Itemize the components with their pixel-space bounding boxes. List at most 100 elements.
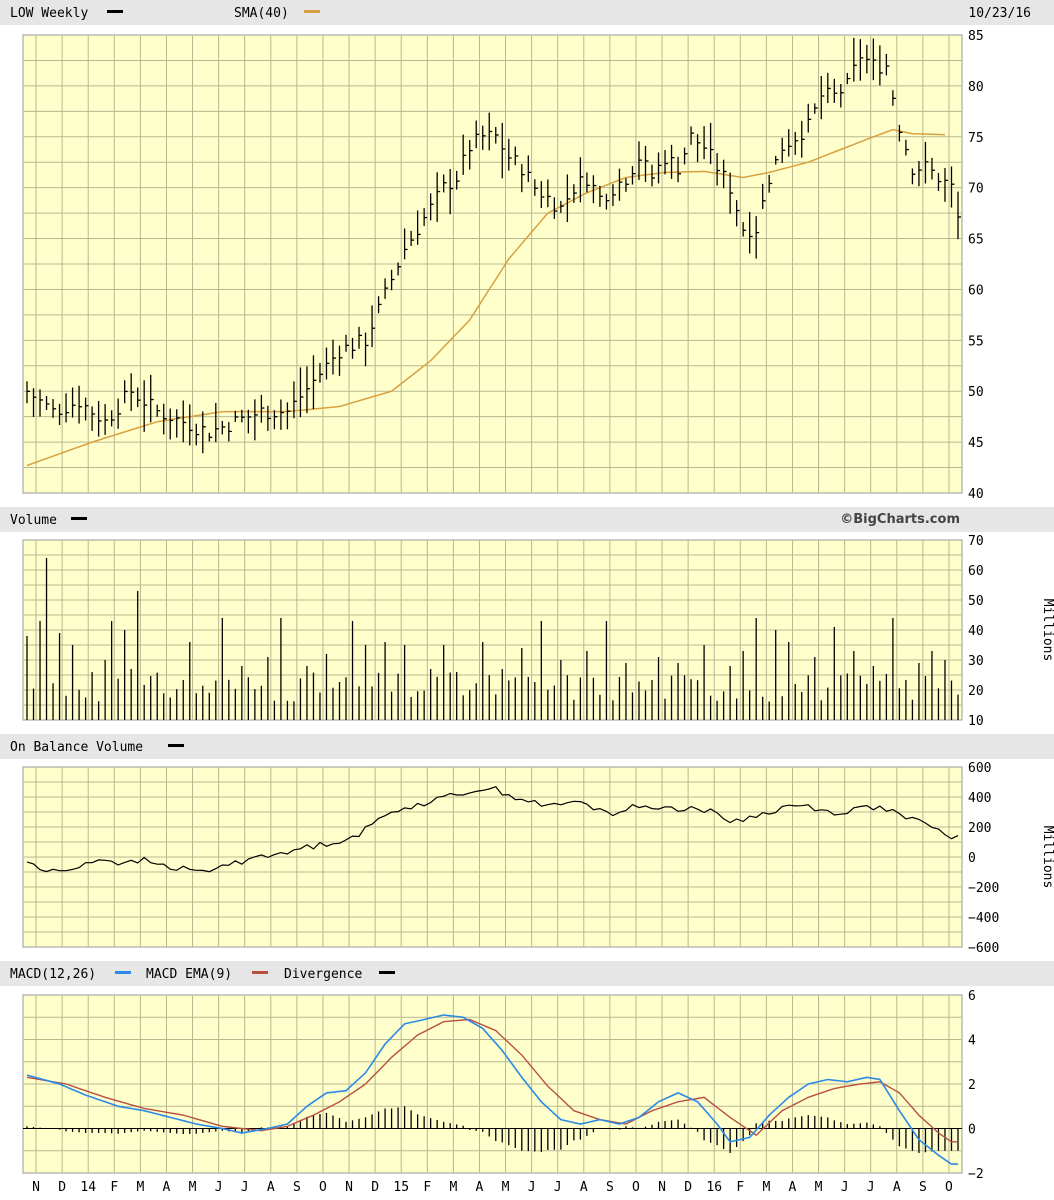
month-label: J <box>841 1180 849 1195</box>
y-tick-label: 60 <box>968 283 984 298</box>
month-label: O <box>319 1180 327 1195</box>
y-tick-label: −2 <box>968 1167 984 1182</box>
obv-unit-label: Millions <box>1040 826 1054 889</box>
price-legend-swatch <box>107 10 123 13</box>
obv-legend-swatch <box>168 744 184 747</box>
month-label: J <box>867 1180 875 1195</box>
month-label: 16 <box>706 1180 722 1195</box>
obv-title: On Balance Volume <box>10 740 143 755</box>
y-tick-label: 10 <box>968 714 984 729</box>
y-tick-label: 200 <box>968 821 991 836</box>
month-label: D <box>684 1180 692 1195</box>
month-label: J <box>528 1180 536 1195</box>
x-axis-month-labels: N D 14 F M A M J J A S O N D 15 F M A M J J A S O N D 16 F M A M J J A S O <box>32 1180 953 1195</box>
month-label: M <box>502 1180 510 1195</box>
y-tick-label: −600 <box>968 941 999 956</box>
month-label: M <box>815 1180 823 1195</box>
month-label: D <box>371 1180 379 1195</box>
y-tick-label: 40 <box>968 624 984 639</box>
month-label: F <box>736 1180 744 1195</box>
y-tick-label: 400 <box>968 791 991 806</box>
y-tick-label: 4 <box>968 1034 976 1049</box>
y-tick-label: 600 <box>968 761 991 776</box>
y-tick-label: −200 <box>968 881 999 896</box>
month-label: M <box>762 1180 770 1195</box>
macd-label: MACD(12,26) <box>10 967 96 982</box>
obv-grid <box>23 767 962 947</box>
volume-unit-label: Millions <box>1040 599 1054 662</box>
volume-grid <box>23 540 962 720</box>
month-label: F <box>110 1180 118 1195</box>
obv-y-axis: 600 400 200 0 −200 −400 −600 <box>968 761 999 956</box>
sma-label: SMA(40) <box>234 6 289 21</box>
y-tick-label: 70 <box>968 182 984 197</box>
y-tick-label: 60 <box>968 564 984 579</box>
chart-date: 10/23/16 <box>968 6 1031 21</box>
month-label: J <box>241 1180 249 1195</box>
obv-line <box>26 785 959 873</box>
macd-legend-swatch <box>115 971 131 974</box>
month-label: M <box>136 1180 144 1195</box>
y-tick-label: 80 <box>968 80 984 95</box>
y-tick-label: 55 <box>968 334 984 349</box>
month-label: S <box>293 1180 301 1195</box>
month-label: A <box>580 1180 588 1195</box>
month-label: A <box>267 1180 275 1195</box>
volume-y-axis: 70 60 50 40 30 20 10 <box>968 534 984 729</box>
volume-panel: Volume ©BigCharts.com 70 60 50 40 30 20 10 Mil… <box>0 507 1054 729</box>
macd-panel: MACD(12,26) MACD EMA(9) Divergence 6 4 2 0 −… <box>0 961 1054 1195</box>
month-label: S <box>919 1180 927 1195</box>
brand-label: ©BigCharts.com <box>840 512 960 527</box>
macd-ema-path <box>26 1018 958 1143</box>
y-tick-label: 2 <box>968 1078 976 1093</box>
month-label: N <box>32 1180 40 1195</box>
price-y-axis: 85 80 75 70 65 60 55 50 45 40 <box>968 29 984 502</box>
month-label: O <box>632 1180 640 1195</box>
month-label: D <box>58 1180 66 1195</box>
obv-header <box>0 734 1054 759</box>
month-label: S <box>606 1180 614 1195</box>
month-label: 14 <box>80 1180 96 1195</box>
y-tick-label: 6 <box>968 989 976 1004</box>
y-tick-label: 50 <box>968 385 984 400</box>
y-tick-label: 50 <box>968 594 984 609</box>
y-tick-label: 0 <box>968 1123 976 1138</box>
volume-title: Volume <box>10 513 57 528</box>
macd-header <box>0 961 1054 986</box>
volume-bars <box>26 558 959 720</box>
volume-header <box>0 507 1054 532</box>
y-tick-label: 30 <box>968 654 984 669</box>
month-label: J <box>215 1180 223 1195</box>
divergence-bars <box>26 1106 959 1153</box>
month-label: F <box>423 1180 431 1195</box>
month-label: J <box>554 1180 562 1195</box>
macd-ema-label: MACD EMA(9) <box>146 967 232 982</box>
month-label: N <box>658 1180 666 1195</box>
obv-panel: On Balance Volume 600 400 200 0 −200 −400 −600… <box>0 734 1054 956</box>
y-tick-label: 20 <box>968 684 984 699</box>
sma-legend-swatch <box>304 10 320 13</box>
macd-lines <box>26 1014 958 1165</box>
sma-path <box>26 128 946 467</box>
volume-legend-swatch <box>71 517 87 520</box>
y-tick-label: 65 <box>968 233 984 248</box>
price-header <box>0 0 1054 25</box>
macd-ema-legend-swatch <box>252 971 268 974</box>
month-label: A <box>476 1180 484 1195</box>
month-label: M <box>189 1180 197 1195</box>
sma-line <box>26 128 946 467</box>
price-title: LOW Weekly <box>10 6 88 21</box>
month-label: A <box>163 1180 171 1195</box>
month-label: 15 <box>393 1180 409 1195</box>
obv-path <box>26 785 959 873</box>
y-tick-label: 45 <box>968 436 984 451</box>
month-label: A <box>893 1180 901 1195</box>
price-bars <box>26 37 961 454</box>
price-panel: LOW Weekly SMA(40) 10/23/16 85 80 75 70 65 60… <box>0 0 1054 502</box>
month-label: N <box>345 1180 353 1195</box>
divergence-label: Divergence <box>284 967 362 982</box>
y-tick-label: 85 <box>968 29 984 44</box>
month-label: O <box>945 1180 953 1195</box>
macd-path <box>26 1014 958 1165</box>
